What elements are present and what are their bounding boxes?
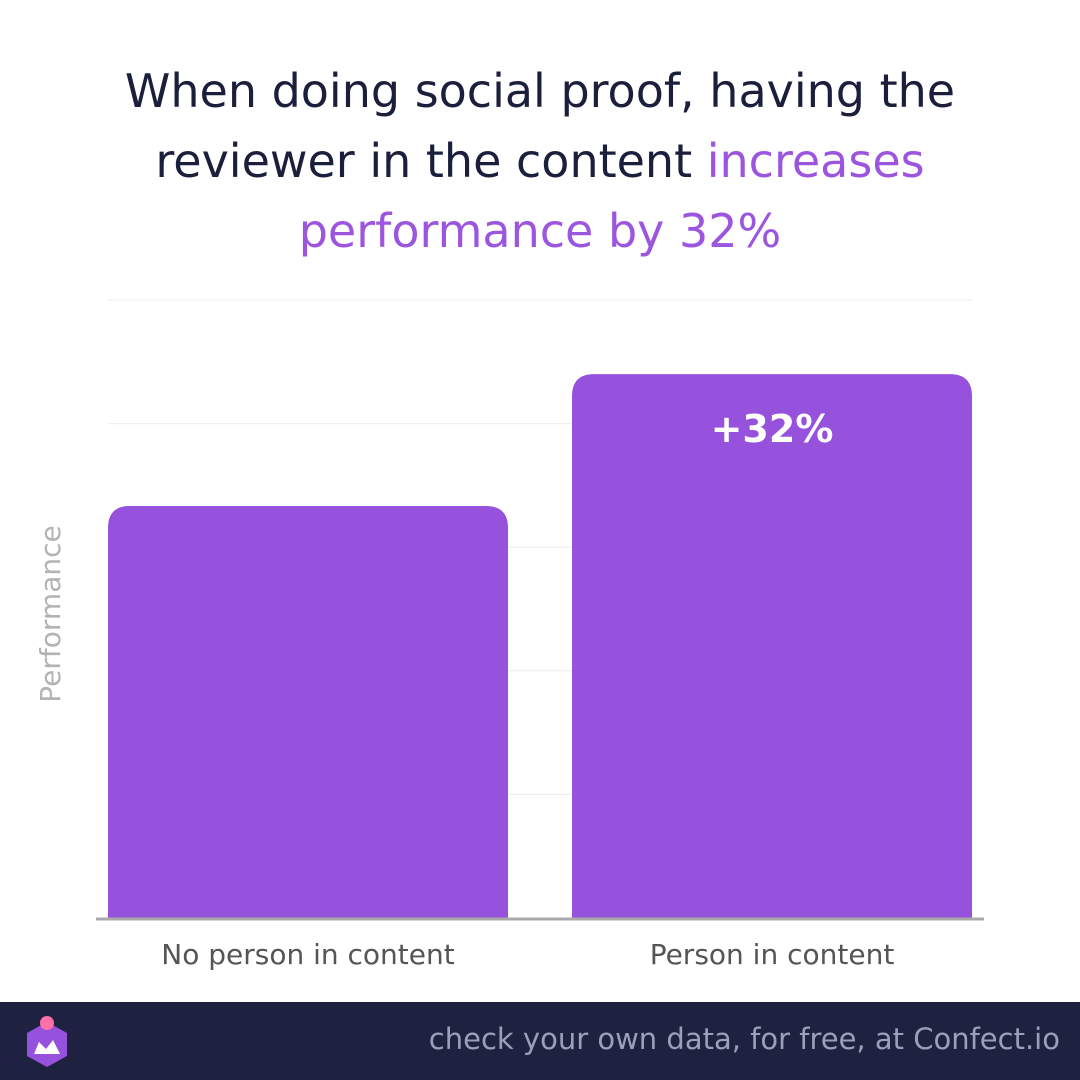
chart-title: When doing social proof, having the revi… (60, 56, 1020, 266)
bar-2 (572, 374, 972, 918)
y-axis-label: Performance (34, 525, 67, 702)
confect-logo-icon (27, 1016, 67, 1067)
title-main-text: When doing social proof, having the revi… (124, 64, 956, 188)
category-label: Person in content (650, 938, 895, 971)
category-label: No person in content (161, 938, 455, 971)
footer-banner: check your own data, for free, at Confec… (0, 1002, 1080, 1080)
footer-text: check your own data, for free, at Confec… (428, 1022, 1060, 1056)
title-highlight-text: increases performance by 32% (298, 134, 925, 258)
bar-chart: No person in content Person in content +32… (34, 299, 984, 971)
data-label: +32% (711, 407, 834, 451)
bar-1 (108, 506, 508, 918)
